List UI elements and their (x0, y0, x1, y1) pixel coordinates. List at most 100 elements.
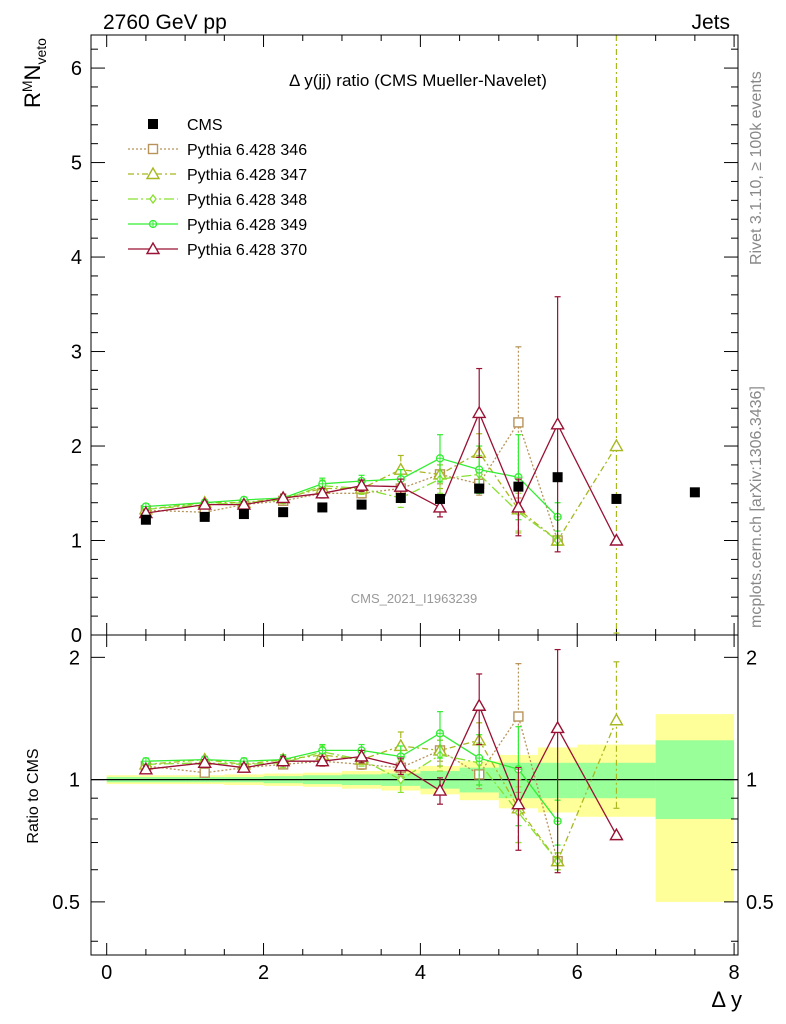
data-point (236, 760, 252, 773)
data-point (199, 767, 210, 778)
data-point (471, 698, 487, 711)
data-point (511, 500, 526, 513)
legend-entry-pythia-6-428-349: Pythia 6.428 349 (128, 217, 307, 234)
data-point (550, 416, 565, 430)
data-point (475, 753, 484, 763)
y-tick-label: 3 (71, 342, 82, 364)
lower-y-axis-label: Ratio to CMS (25, 748, 42, 843)
y-tick-label-right: 0.5 (746, 892, 774, 914)
lower-panel: 0 2 4 6 8 0.5 0.5 1 1 2 2 (52, 634, 774, 984)
data-point (513, 711, 524, 722)
data-point (609, 827, 624, 841)
mcplots-label: mcplots.cern.ch [arXiv:1306.3436] (748, 386, 765, 628)
rivet-version-label: Rivet 3.1.10, ≥ 100k events (748, 71, 765, 265)
data-point (511, 796, 526, 810)
data-point (140, 514, 151, 525)
legend-entry-pythia-6-428-347: Pythia 6.428 347 (128, 166, 307, 184)
data-point (609, 438, 624, 452)
legend-marker (149, 193, 157, 205)
data-point (432, 500, 448, 513)
series-pythia-6-428-370 (138, 296, 624, 553)
y-tick-label: 2 (71, 436, 82, 458)
y-tick-label: 1 (71, 531, 82, 553)
x-axis-label: Δ y (711, 987, 742, 1012)
x-tick-label: 0 (101, 962, 112, 984)
data-point (513, 417, 524, 428)
lower-plot-area: 0 2 4 6 8 0.5 0.5 1 1 2 2 (52, 635, 774, 984)
data-point (354, 749, 369, 762)
data-point (356, 499, 367, 510)
data-point (609, 712, 624, 726)
lower-frame (90, 634, 739, 956)
legend-entry-pythia-6-428-348: Pythia 6.428 348 (128, 192, 307, 209)
upper-title: Δ y(jj) ratio (CMS Mueller-Navelet) (289, 71, 547, 90)
data-point (317, 502, 328, 513)
legend-label: Pythia 6.428 347 (187, 167, 307, 184)
x-tick-label: 4 (415, 962, 426, 984)
data-point (275, 753, 291, 767)
upper-panel: 0 1 2 3 4 5 6 Δ y(jj) ratio (CMS Mueller-Navel… (71, 34, 739, 647)
data-point (474, 483, 485, 494)
data-point (432, 783, 448, 796)
y-tick-label: 1 (69, 770, 80, 792)
y-tick-label: 4 (71, 247, 82, 269)
legend-label: Pythia 6.428 349 (187, 217, 307, 234)
y-tick-label: 6 (71, 58, 82, 80)
data-point (611, 493, 622, 504)
legend-entry-pythia-6-428-346: Pythia 6.428 346 (128, 142, 307, 159)
legend-marker (148, 219, 158, 229)
data-point (315, 485, 330, 499)
header-right: Jets (691, 11, 730, 34)
data-point (393, 758, 408, 772)
x-tick-label: 8 (729, 962, 740, 984)
y-tick-label-right: 2 (746, 647, 757, 669)
upper-plot-area: 0 1 2 3 4 5 6 (71, 35, 738, 647)
series-line (145, 704, 617, 836)
y-tick-label: 5 (71, 153, 82, 175)
legend-label: Pythia 6.428 370 (187, 242, 307, 259)
legend-label: Pythia 6.428 346 (187, 142, 307, 159)
legend-marker (147, 143, 159, 155)
legend-label: Pythia 6.428 348 (187, 192, 307, 209)
data-point (315, 753, 330, 767)
legend-marker (145, 166, 161, 180)
data-point (197, 755, 212, 768)
data-point (471, 405, 487, 419)
x-tick-label: 2 (258, 962, 269, 984)
y-tick-label: 0 (71, 625, 82, 647)
series-pythia-6-428-370 (138, 648, 624, 874)
data-point (197, 497, 212, 510)
header-left: 2760 GeV pp (103, 11, 227, 34)
data-point (434, 493, 445, 504)
data-point (138, 761, 154, 775)
data-point (395, 492, 406, 503)
x-tick-label: 6 (572, 962, 583, 984)
data-point (609, 533, 624, 546)
data-point (278, 507, 289, 518)
legend-entry-cms: CMS (148, 117, 223, 134)
series-line (145, 411, 617, 541)
legend-label: CMS (187, 117, 223, 134)
y-tick-label: 2 (69, 647, 80, 669)
data-point (318, 746, 327, 755)
data-point (550, 720, 565, 734)
watermark: CMS_2021_I1963239 (351, 591, 478, 606)
data-point (275, 490, 291, 504)
legend-marker (145, 241, 161, 255)
data-point (552, 472, 563, 483)
data-point (435, 729, 445, 738)
data-point (199, 511, 210, 522)
legend: CMS Pythia 6.428 346 Pythia 6.428 347 Pythi… (128, 117, 307, 259)
legend-marker (148, 119, 158, 129)
data-point (689, 487, 700, 498)
y-tick-label: 0.5 (52, 892, 80, 914)
data-point (238, 509, 249, 520)
upper-y-axis-label: RMNveto (19, 38, 49, 108)
data-point (354, 478, 369, 491)
data-point (396, 774, 405, 785)
y-tick-label-right: 1 (746, 770, 757, 792)
data-point (393, 479, 408, 492)
series-cms (140, 472, 700, 525)
data-point (475, 465, 484, 474)
